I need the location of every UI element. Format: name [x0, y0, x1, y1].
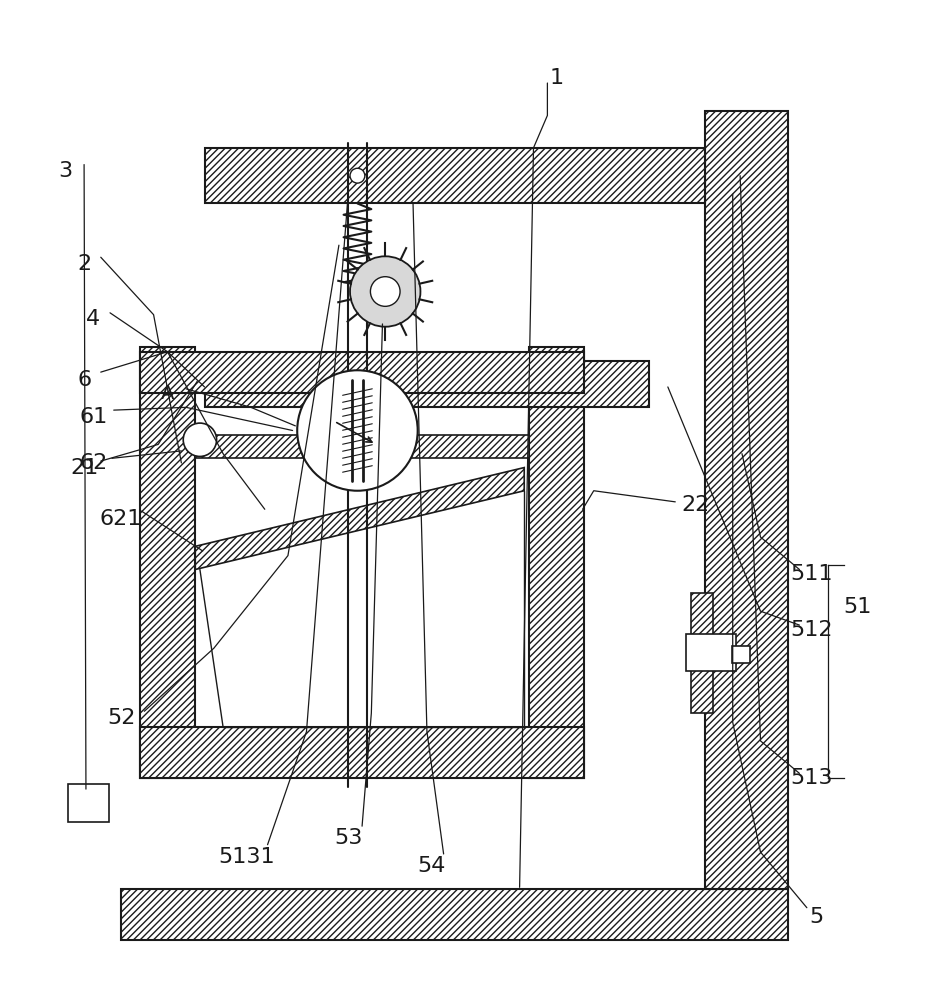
Bar	[731, 646, 750, 663]
Text: 52: 52	[107, 708, 135, 728]
Text: 51: 51	[843, 597, 871, 617]
Bar	[121, 889, 787, 940]
Bar	[705, 111, 787, 889]
Text: 53: 53	[334, 828, 362, 848]
Text: 513: 513	[790, 768, 832, 788]
Text: 5: 5	[808, 907, 822, 927]
Text: 621: 621	[100, 509, 142, 529]
Bar	[528, 347, 584, 778]
Text: 54: 54	[417, 856, 445, 876]
Text: 5131: 5131	[218, 847, 274, 867]
Polygon shape	[195, 468, 524, 569]
Text: 1: 1	[549, 68, 563, 88]
Bar	[204, 361, 649, 407]
Bar	[204, 148, 705, 203]
Text: 21: 21	[70, 458, 98, 478]
Circle shape	[297, 370, 417, 491]
Bar	[195, 435, 528, 458]
Text: 512: 512	[790, 620, 832, 640]
Circle shape	[349, 377, 364, 392]
Text: 3: 3	[58, 161, 72, 181]
Text: 6: 6	[77, 370, 91, 390]
Text: 4: 4	[86, 309, 100, 329]
Bar	[691, 593, 713, 713]
Bar	[140, 347, 195, 778]
Circle shape	[370, 277, 400, 306]
Bar	[69, 784, 109, 822]
Bar	[195, 393, 528, 727]
Text: 2: 2	[77, 254, 91, 274]
Bar	[140, 352, 584, 393]
Text: 511: 511	[790, 564, 832, 584]
Circle shape	[183, 423, 216, 456]
Circle shape	[349, 256, 420, 327]
Text: 22: 22	[680, 495, 709, 515]
Circle shape	[349, 168, 364, 183]
Text: 62: 62	[79, 453, 108, 473]
Bar	[686, 634, 736, 671]
Bar	[140, 727, 584, 778]
Text: 61: 61	[79, 407, 108, 427]
Text: A: A	[160, 384, 174, 403]
